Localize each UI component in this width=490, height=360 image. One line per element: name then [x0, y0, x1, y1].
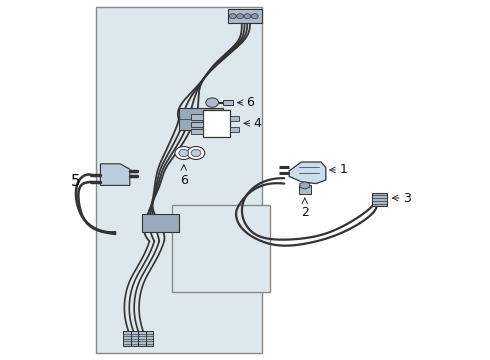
Circle shape — [187, 147, 205, 159]
Text: 4: 4 — [254, 117, 262, 130]
Circle shape — [244, 14, 251, 19]
Bar — [131, 331, 139, 346]
Circle shape — [251, 14, 258, 19]
Bar — [299, 185, 311, 194]
Polygon shape — [289, 162, 326, 184]
Polygon shape — [300, 182, 310, 189]
Bar — [123, 331, 131, 346]
Circle shape — [175, 147, 193, 159]
Bar — [223, 100, 233, 105]
Bar — [146, 331, 153, 346]
Text: 2: 2 — [301, 206, 309, 219]
Bar — [172, 205, 270, 292]
Text: 6: 6 — [246, 96, 254, 109]
Bar — [230, 127, 239, 132]
Bar — [191, 129, 203, 134]
Text: 6: 6 — [180, 174, 188, 187]
Text: 5: 5 — [71, 174, 81, 189]
Circle shape — [206, 98, 219, 107]
Bar — [191, 122, 203, 127]
Bar — [228, 9, 262, 23]
Bar — [138, 331, 146, 346]
Bar — [142, 214, 179, 232]
Bar — [203, 110, 230, 137]
Bar — [372, 193, 387, 206]
Bar — [191, 114, 203, 120]
Circle shape — [179, 149, 189, 157]
Text: 3: 3 — [403, 192, 411, 204]
Circle shape — [191, 149, 201, 157]
Text: 1: 1 — [340, 163, 347, 176]
Circle shape — [237, 14, 244, 19]
Circle shape — [229, 14, 236, 19]
Bar — [230, 116, 239, 121]
Bar — [96, 7, 262, 353]
Polygon shape — [100, 164, 130, 185]
Bar — [179, 108, 223, 130]
